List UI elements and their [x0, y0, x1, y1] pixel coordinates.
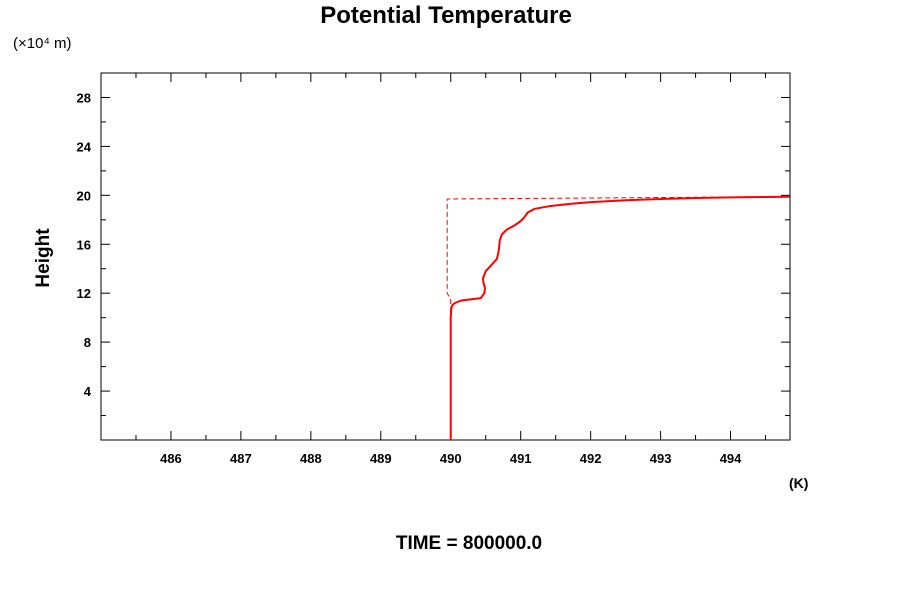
time-label: TIME = 800000.0 — [396, 533, 542, 554]
x-tick-label: 486 — [160, 451, 182, 466]
x-tick-label: 488 — [300, 451, 322, 466]
plot-area: 486 487 488 489 490 491 492 493 494 4 8 12 16 20 24 28 — [77, 72, 791, 466]
x-tick-label: 492 — [580, 451, 602, 466]
x-axis-unit: (K) — [789, 475, 808, 491]
y-tick-label: 20 — [77, 188, 91, 203]
y-tick-label: 16 — [77, 237, 91, 252]
potential-temperature-line — [449, 195, 791, 440]
x-tick-label: 487 — [230, 451, 252, 466]
x-tick-label: 494 — [720, 451, 742, 466]
y-tick-label: 12 — [77, 286, 91, 301]
y-tick-label: 24 — [77, 139, 92, 154]
x-tick-label: 491 — [510, 451, 532, 466]
y-tick-label: 28 — [77, 90, 91, 105]
x-tick-label: 493 — [650, 451, 672, 466]
y-axis-unit: (×10⁴ m) — [13, 35, 72, 52]
y-tick-label: 8 — [84, 335, 91, 350]
y-tick-label: 4 — [84, 384, 92, 399]
x-tick-label: 489 — [370, 451, 392, 466]
plot-frame — [100, 72, 791, 441]
chart-title: Potential Temperature — [320, 2, 572, 29]
initial-profile-line — [446, 196, 791, 440]
x-tick-label: 490 — [440, 451, 462, 466]
y-axis-label: Height — [33, 228, 54, 288]
